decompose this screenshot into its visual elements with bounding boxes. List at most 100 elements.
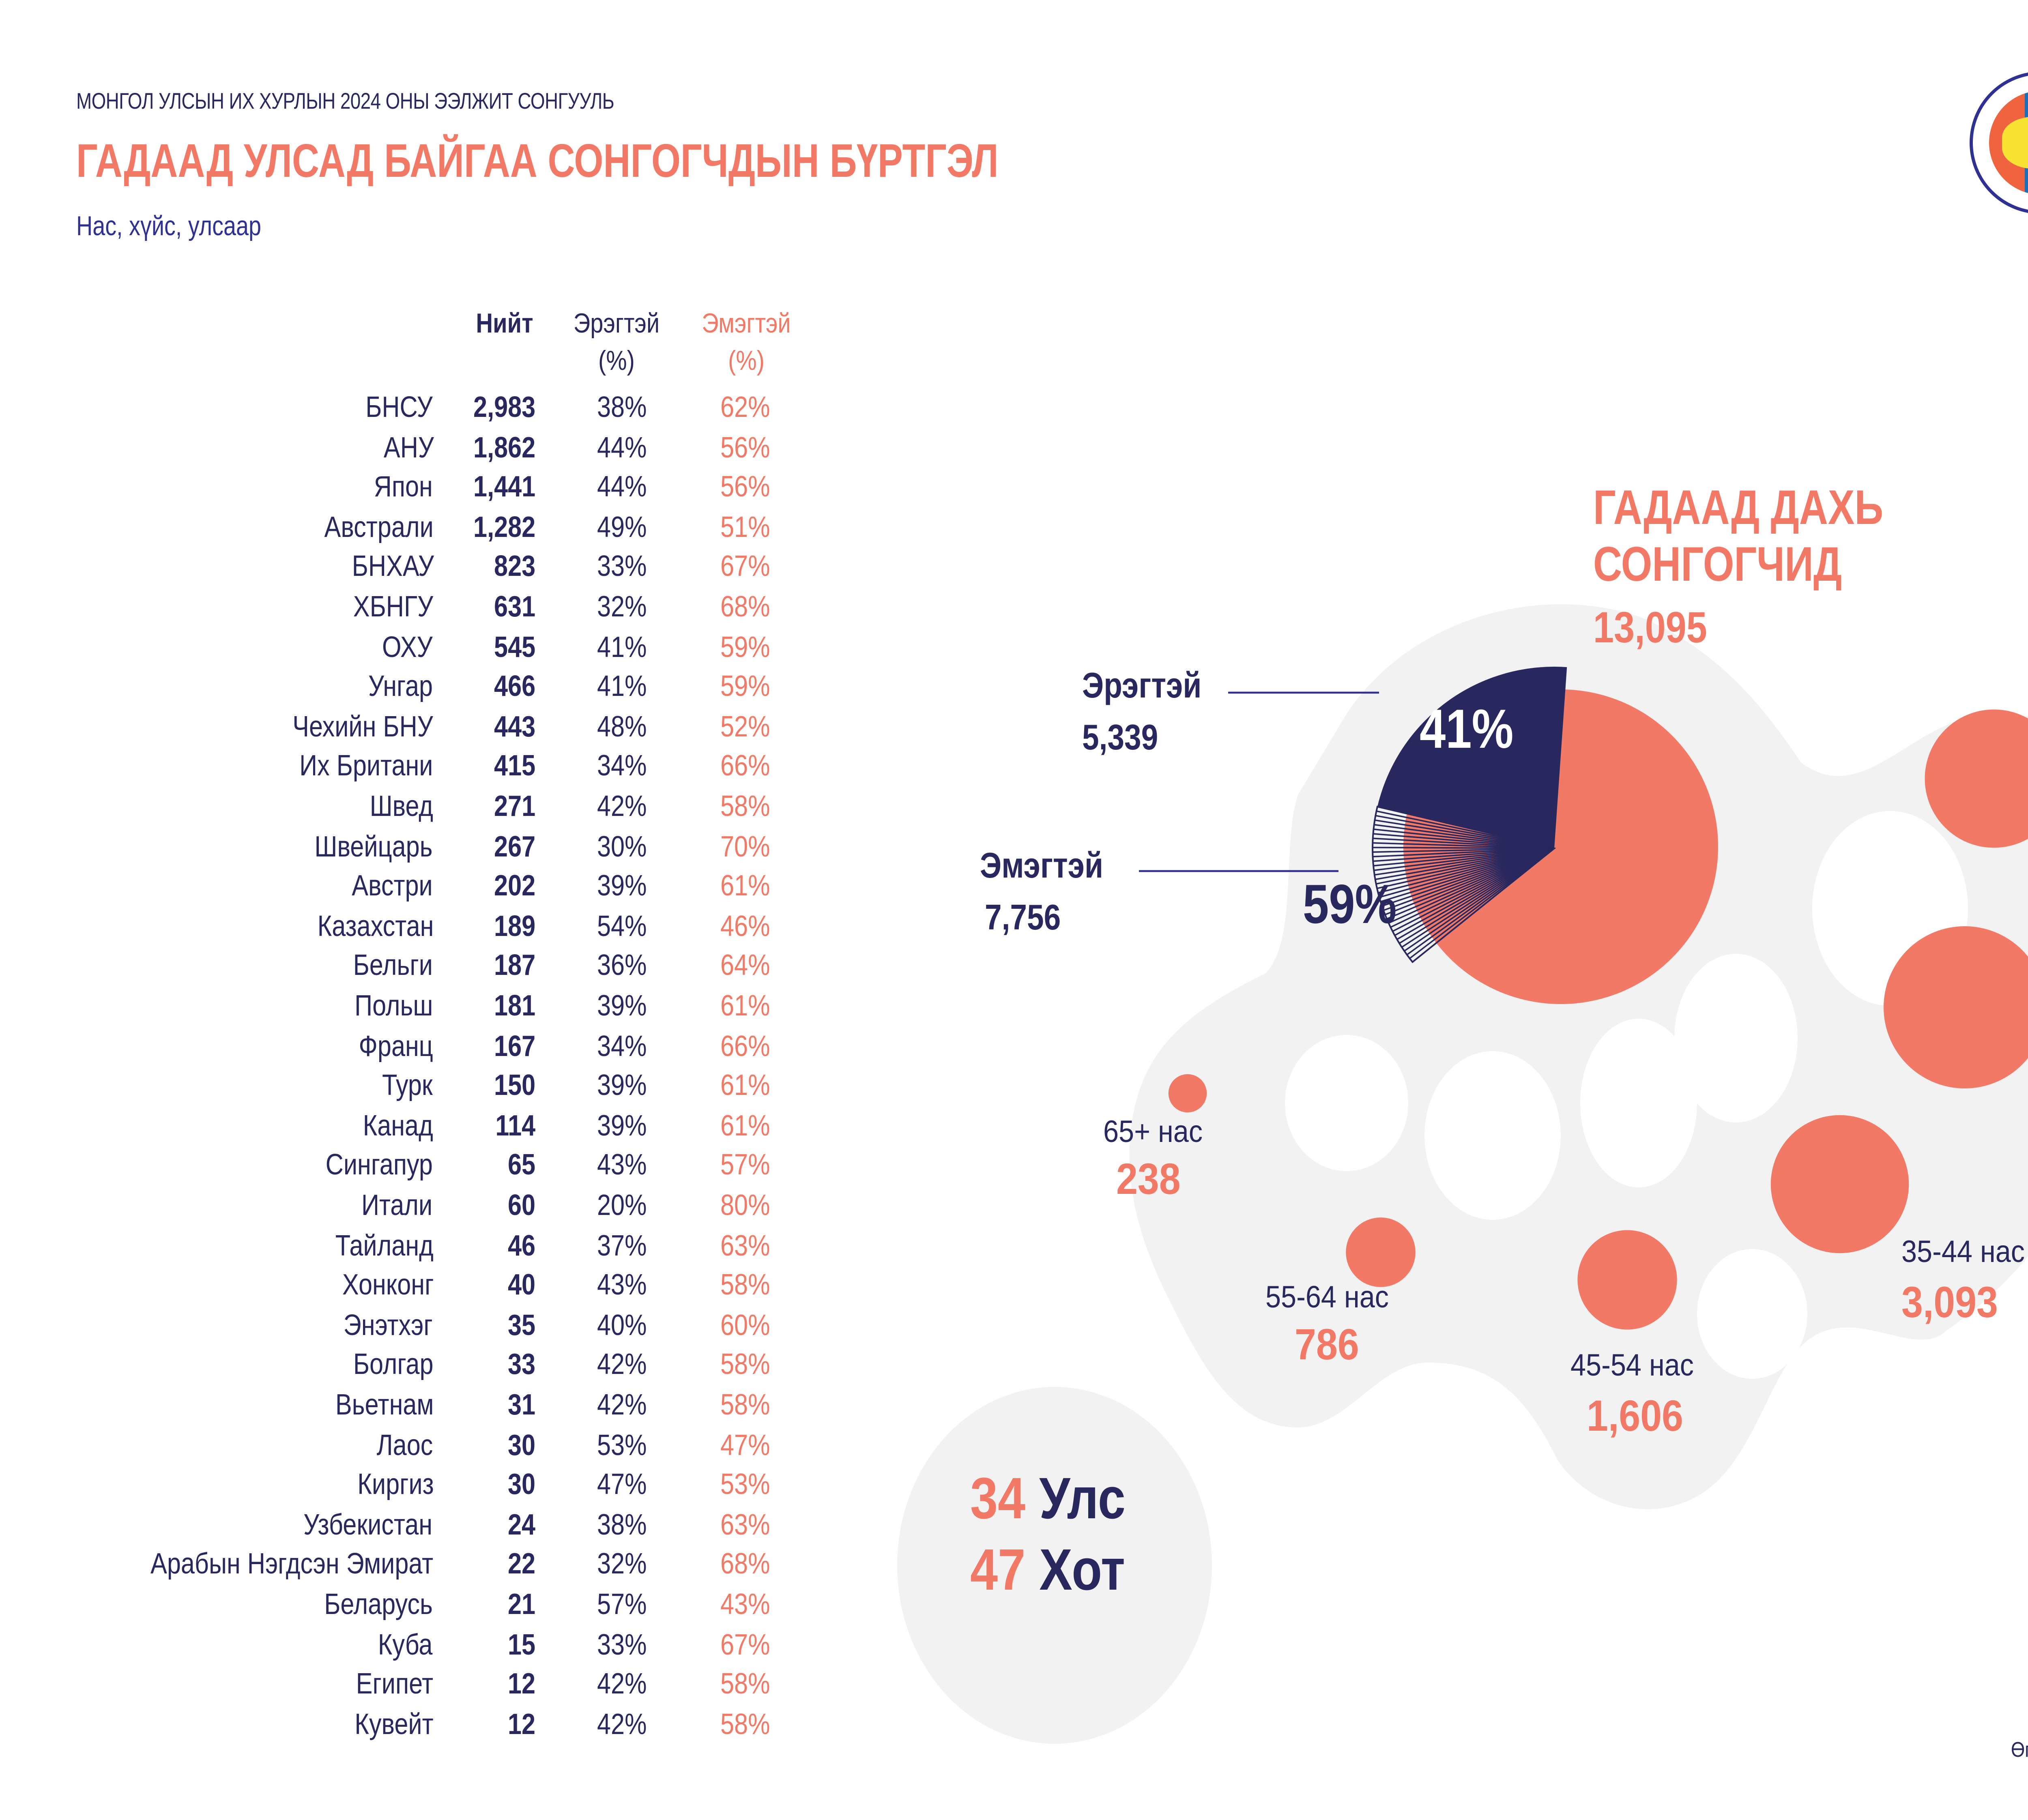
total-value: 15 [507, 1628, 535, 1661]
age-bubble [1168, 1074, 1207, 1113]
blob-countries [897, 1387, 1212, 1744]
age-group-value: 238 [1116, 1155, 1181, 1204]
pie-hatch-line [1377, 848, 1555, 889]
male-percent-value: 36% [597, 949, 647, 982]
total-value: 2,983 [473, 391, 535, 423]
table-row: Вьетнам 31 42% 58% [0, 1389, 844, 1427]
male-percent-value: 44% [597, 470, 647, 503]
country-name: Швед [370, 790, 433, 822]
female-percent-value: 67% [720, 550, 770, 583]
age-bubble [1577, 1230, 1677, 1330]
pie-hatch-line [1378, 848, 1555, 894]
country-name: Польш [354, 989, 433, 1022]
table-row: АНУ 1,862 44% 56% [0, 431, 844, 470]
summary-heading-line2: СОНГОГЧИД [1593, 539, 1842, 592]
female-percent-value: 62% [720, 391, 770, 423]
page-subtitle: Нас, хүйс, улсаар [76, 211, 262, 242]
male-percent-value: 30% [597, 830, 647, 863]
table-row: Чехийн БНУ 443 48% 52% [0, 710, 844, 749]
pie-hatch-line [1399, 848, 1555, 944]
blob-main [1129, 604, 2028, 1509]
country-name: Их Британи [299, 750, 433, 783]
male-percent-value: 37% [597, 1229, 647, 1262]
age-group-label: 35-44 нас [1901, 1236, 2025, 1270]
table-row: ХБНГУ 631 32% 68% [0, 590, 844, 629]
pie-hatch-line [1376, 848, 1555, 885]
female-percent-value: 66% [720, 1029, 770, 1062]
table-row: Швед 271 42% 58% [0, 790, 844, 829]
pie-hatch-line [1374, 848, 1555, 876]
total-value: 1,282 [473, 511, 535, 543]
pie-hatch-line [1373, 837, 1555, 849]
table-row: Куба 15 33% 67% [0, 1628, 844, 1667]
table-row: Болгар 33 42% 58% [0, 1349, 844, 1388]
country-name: Швейцарь [315, 830, 433, 863]
female-percent-value: 58% [720, 1389, 770, 1421]
table-row: Канад 114 39% 61% [0, 1109, 844, 1148]
col-header-male-unit: (%) [598, 346, 635, 376]
female-percent-value: 63% [720, 1229, 770, 1262]
male-percent-value: 57% [597, 1588, 647, 1620]
total-value: 443 [494, 710, 535, 743]
total-value: 60 [507, 1189, 535, 1221]
pie-hatch-line [1409, 848, 1555, 959]
male-percent-value: 38% [597, 391, 647, 423]
country-name: Япон [374, 470, 433, 503]
country-name: ОХУ [382, 630, 433, 663]
age-bubble [1925, 709, 2028, 848]
kicker-text: МОНГОЛ УЛСЫН ИХ ХУРЛЫН 2024 ОНЫ ЭЭЛЖИТ С… [76, 88, 614, 114]
male-percent-value: 43% [597, 1268, 647, 1301]
total-value: 631 [494, 590, 535, 623]
female-percent-value: 58% [720, 1668, 770, 1700]
country-name: Итали [362, 1189, 433, 1221]
country-name: Куба [378, 1628, 433, 1661]
male-percent-value: 41% [597, 630, 647, 663]
country-name: Чехийн БНУ [292, 710, 433, 743]
summary-heading-line1: ГАДААД ДАХЬ [1593, 482, 1884, 535]
female-value: 7,756 [985, 897, 1061, 938]
female-percent-value: 46% [720, 910, 770, 942]
col-header-female: Эмэгтэй (%) [688, 305, 804, 380]
country-name: Бельги [353, 949, 433, 982]
total-value: 271 [494, 790, 535, 822]
male-percent-value: 42% [597, 1348, 647, 1381]
female-percent-value: 60% [720, 1309, 770, 1341]
country-name: Хонконг [342, 1268, 433, 1301]
male-percent-value: 34% [597, 750, 647, 783]
female-percent-value: 61% [720, 869, 770, 902]
pie-hatch-line [1374, 848, 1555, 871]
female-percent-value: 63% [720, 1508, 770, 1541]
total-value: 22 [507, 1548, 535, 1581]
total-value: 114 [495, 1109, 535, 1142]
total-value: 1,862 [473, 431, 535, 464]
pie-slice-male [1377, 667, 1567, 848]
country-name: Сингапур [326, 1149, 433, 1182]
female-percent-value: 59% [720, 670, 770, 703]
cities-count: 47 Хот [970, 1535, 1125, 1606]
male-label: Эрэгтэй [1082, 665, 1202, 706]
page-title: ГАДААД УЛСАД БАЙГАА СОНГОГЧДЫН БҮРТГЭЛ [76, 136, 999, 188]
total-value: 267 [494, 830, 535, 863]
country-name: Франц [359, 1029, 433, 1062]
country-name: Турк [382, 1069, 433, 1102]
female-label: Эмэгтэй [980, 845, 1103, 886]
female-percent-value: 70% [720, 830, 770, 863]
age-group-value: 786 [1295, 1320, 1359, 1369]
female-percent-value: 67% [720, 1628, 770, 1661]
male-percent-value: 39% [597, 869, 647, 902]
total-value: 21 [507, 1588, 535, 1620]
pie-hatch-line [1375, 819, 1555, 849]
total-value: 415 [494, 750, 535, 783]
male-percent-value: 32% [597, 1548, 647, 1581]
total-value: 40 [507, 1268, 535, 1301]
country-name: Болгар [353, 1348, 433, 1381]
pie-hatch-line [1373, 848, 1555, 853]
total-value: 150 [494, 1069, 535, 1102]
male-percent-value: 42% [597, 1708, 647, 1741]
table-row: БНСУ 2,983 38% 62% [0, 391, 844, 430]
male-percent-value: 32% [597, 590, 647, 623]
total-value: 30 [507, 1428, 535, 1461]
country-name: Киргиз [357, 1468, 433, 1501]
country-name: Египет [356, 1668, 433, 1700]
